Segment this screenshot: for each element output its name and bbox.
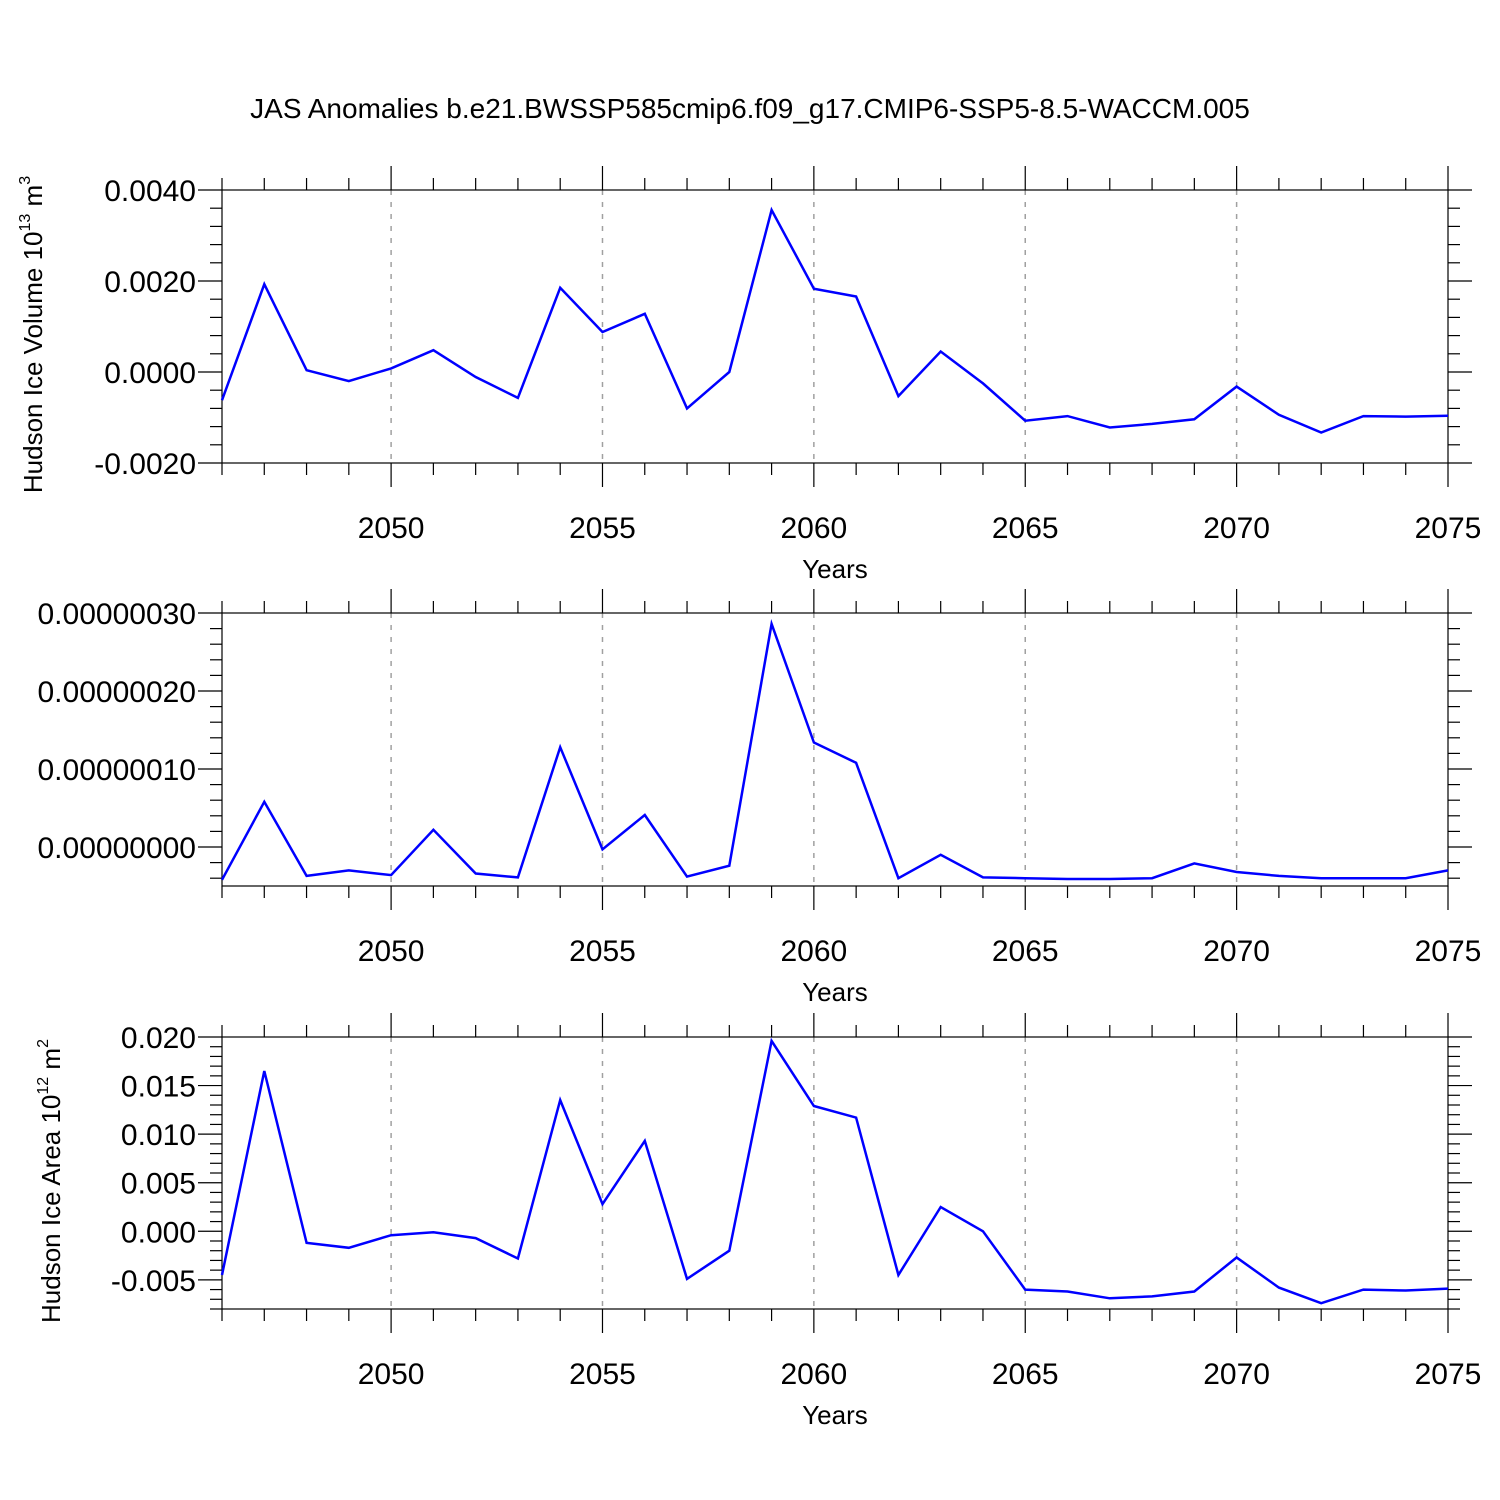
x-tick-label: 2050 — [358, 1358, 425, 1391]
plot-frame — [221, 189, 1449, 464]
x-tick-label: 2075 — [1415, 512, 1482, 545]
x-tick-label: 2070 — [1203, 935, 1270, 968]
y-tick-label: 0.00000030 — [38, 598, 197, 631]
series-line — [220, 1037, 1449, 1305]
chart-title: JAS Anomalies b.e21.BWSSP585cmip6.f09_g1… — [250, 93, 1250, 124]
y-axis-title: Hudson Ice Volume 1013 m3 — [17, 176, 48, 493]
y-tick-label: 0.020 — [121, 1022, 196, 1055]
y-axis-title-exponent: 12 — [35, 1077, 52, 1095]
y-axis-title-exponent: 13 — [17, 214, 34, 232]
x-tick-label: 2060 — [780, 1358, 847, 1391]
y-tick-label: -0.005 — [111, 1265, 196, 1298]
x-tick-label: 2070 — [1203, 1358, 1270, 1391]
x-tick-label: 2055 — [569, 935, 636, 968]
chart-panel-2: 2050 2055 2060 2065 2070 2075 Years 0.00000000 0… — [38, 589, 1482, 1007]
y-tick-label: 0.0000 — [104, 357, 196, 390]
y-tick-label: 0.0020 — [104, 266, 196, 299]
y-tick-label: 0.0040 — [104, 175, 196, 208]
x-tick-label: 2065 — [992, 1358, 1059, 1391]
y-tick-label: 0.00000010 — [38, 754, 197, 787]
x-axis-title: Years — [802, 977, 868, 1007]
y-tick-label: 0.015 — [121, 1071, 196, 1104]
y-axis-title-unit: m — [18, 185, 48, 214]
x-tick-label: 2060 — [780, 935, 847, 968]
x-tick-label: 2060 — [780, 512, 847, 545]
y-axis-title-unit-exponent: 3 — [17, 176, 34, 185]
y-axis-title-text: Hudson Ice Area 10 — [36, 1095, 66, 1323]
y-tick-label: 0.00000000 — [38, 832, 197, 865]
series-line — [220, 619, 1449, 881]
chart-panel-1: 2050 2055 2060 2065 2070 2075 Years -0.0020 0.00… — [17, 166, 1481, 584]
y-axis-title-text: Hudson Ice Volume 10 — [18, 231, 48, 493]
y-tick-label: 0.010 — [121, 1119, 196, 1152]
chart-panel-3: 2050 2055 2060 2065 2070 2075 Years -0.005 0.000… — [35, 1013, 1481, 1430]
x-axis-title: Years — [802, 1400, 868, 1430]
y-axis-title-unit: m — [36, 1048, 66, 1077]
y-axis-title: Hudson Ice Area 1012 m2 — [35, 1039, 66, 1323]
plot-frame — [221, 1036, 1449, 1310]
x-tick-label: 2065 — [992, 935, 1059, 968]
y-tick-label: 0.000 — [121, 1216, 196, 1249]
x-tick-label: 2065 — [992, 512, 1059, 545]
x-tick-label: 2050 — [358, 512, 425, 545]
series-line — [220, 206, 1449, 434]
x-tick-label: 2075 — [1415, 1358, 1482, 1391]
x-tick-label: 2075 — [1415, 935, 1482, 968]
x-axis-title: Years — [802, 554, 868, 584]
y-tick-label: 0.00000020 — [38, 676, 197, 709]
plot-frame — [221, 612, 1449, 887]
x-tick-label: 2055 — [569, 1358, 636, 1391]
y-tick-label: -0.0020 — [94, 448, 196, 481]
x-tick-label: 2050 — [358, 935, 425, 968]
y-axis-title-unit-exponent: 2 — [35, 1039, 52, 1048]
x-tick-label: 2070 — [1203, 512, 1270, 545]
y-tick-label: 0.005 — [121, 1168, 196, 1201]
x-tick-label: 2055 — [569, 512, 636, 545]
